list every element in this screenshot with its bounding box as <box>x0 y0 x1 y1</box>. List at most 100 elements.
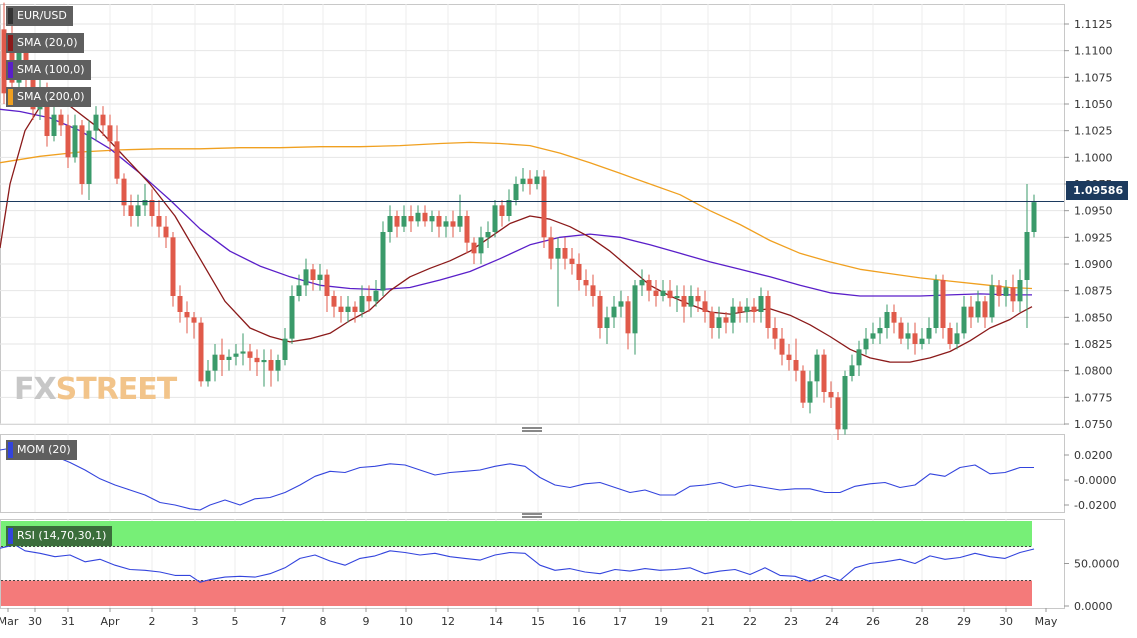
candle-body <box>940 280 946 328</box>
candle-body <box>527 178 533 184</box>
candle <box>1003 280 1009 307</box>
candle-body <box>954 333 960 344</box>
candle <box>373 280 379 307</box>
time-tick-label: 5 <box>232 615 239 628</box>
rsi-tick-label: 50.0000 <box>1074 558 1120 571</box>
candle-body <box>394 216 400 227</box>
candle <box>688 285 694 318</box>
price-tick-label: 1.1075 <box>1074 71 1113 84</box>
candle <box>653 280 659 307</box>
candle <box>338 296 344 323</box>
candle-body <box>597 296 603 328</box>
candle-body <box>170 237 176 296</box>
mom-tick-label: 0.0200 <box>1074 449 1113 462</box>
candle-body <box>730 306 736 323</box>
candle <box>205 360 211 387</box>
candle-body <box>744 306 750 312</box>
candle <box>1 2 7 104</box>
mom-panel-frame <box>0 434 1065 513</box>
candle <box>1024 184 1030 328</box>
candle <box>947 322 953 350</box>
candle-body <box>163 226 169 238</box>
candle <box>660 280 666 302</box>
candle <box>695 287 701 312</box>
candle-body <box>380 232 386 291</box>
candle-body <box>177 296 183 312</box>
candle <box>422 205 428 227</box>
sma100-tag: SMA (100,0) <box>6 60 91 80</box>
candle <box>954 322 960 350</box>
candle <box>569 248 575 275</box>
candle-body <box>86 130 92 184</box>
candle-body <box>835 397 841 430</box>
candle <box>79 120 85 195</box>
candle-body <box>856 349 862 366</box>
time-tick-label: 14 <box>489 615 503 628</box>
candle-body <box>800 370 806 403</box>
candle <box>121 173 127 216</box>
candle <box>296 274 302 302</box>
time-tick-label: 30 <box>999 615 1013 628</box>
candle <box>793 338 799 382</box>
candle <box>107 114 113 152</box>
candle <box>51 104 57 142</box>
candle <box>1017 269 1023 312</box>
candle-body <box>534 176 540 184</box>
candle-body <box>436 216 442 227</box>
candle <box>884 304 890 339</box>
sma20-line <box>0 98 1033 363</box>
candle-body <box>646 280 652 291</box>
candle-body <box>758 296 764 312</box>
candle <box>842 370 848 435</box>
candle-body <box>65 125 71 158</box>
time-tick-label: 12 <box>441 615 455 628</box>
candle-body <box>156 216 162 227</box>
candle <box>345 296 351 323</box>
candle <box>408 205 414 232</box>
candle-body <box>79 125 85 184</box>
candle-body <box>702 301 708 312</box>
candle <box>982 296 988 328</box>
candle-body <box>1 29 7 94</box>
candle-body <box>919 338 925 344</box>
time-tick-label: 19 <box>654 615 668 628</box>
candle-body <box>275 360 281 371</box>
mom-label: MOM (20) <box>17 443 71 456</box>
candle <box>436 210 442 238</box>
candle-body <box>429 216 435 222</box>
rsi-tick-label: 0.0000 <box>1074 600 1113 613</box>
candle-body <box>653 290 659 296</box>
candle-body <box>471 242 477 254</box>
candle <box>310 264 316 291</box>
candle <box>275 354 281 382</box>
time-tick-label: 3 <box>192 615 199 628</box>
candle-body <box>961 306 967 334</box>
candle <box>170 232 176 307</box>
candle <box>289 285 295 344</box>
candle-body <box>870 333 876 339</box>
candle <box>163 216 169 248</box>
price-tick-label: 1.1125 <box>1074 18 1113 31</box>
rsi-label: RSI (14,70,30,1) <box>17 529 107 542</box>
candle <box>324 269 330 312</box>
candle <box>646 274 652 302</box>
candle <box>555 237 561 307</box>
price-tick-label: 1.0850 <box>1074 311 1113 324</box>
candle <box>387 205 393 243</box>
candle-body <box>93 114 99 131</box>
candle <box>877 317 883 344</box>
candle <box>744 298 750 323</box>
candle <box>156 200 162 238</box>
candle-body <box>674 296 680 299</box>
candle <box>499 200 505 227</box>
fxstreet-logo: FXSTREET <box>14 372 177 407</box>
candle-body <box>513 184 519 200</box>
candle-body <box>317 274 323 280</box>
candle-body <box>632 285 638 334</box>
candle <box>184 301 190 334</box>
sma200-line <box>0 141 1033 290</box>
candle-body <box>205 370 211 382</box>
candle-body <box>688 296 694 307</box>
candle-body <box>863 338 869 350</box>
candle <box>198 317 204 387</box>
